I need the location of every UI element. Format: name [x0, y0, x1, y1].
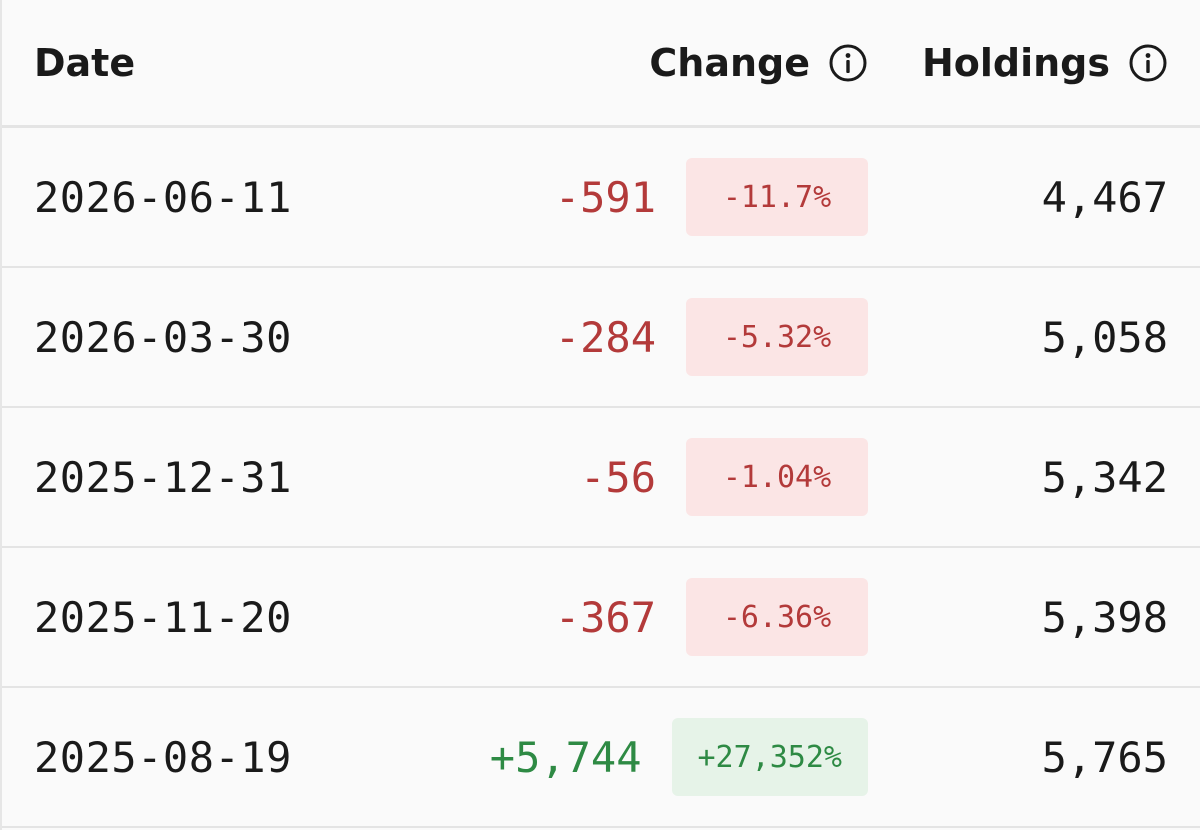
row-date: 2026-06-11 [34, 172, 292, 222]
holdings-column-header: Holdings [868, 41, 1168, 85]
row-holdings: 5,765 [1041, 732, 1168, 782]
holdings-info-icon[interactable] [1128, 43, 1168, 83]
row-date: 2026-03-30 [34, 312, 292, 362]
change-amount: +5,744 [489, 732, 642, 782]
row-change: +5,744 +27,352% [414, 718, 868, 796]
row-change: -56 -1.04% [414, 438, 868, 516]
table-row: 2026-03-30 -284 -5.32% 5,058 [2, 268, 1200, 408]
change-amount: -284 [554, 312, 656, 362]
table-row: 2025-08-19 +5,744 +27,352% 5,765 [2, 688, 1200, 828]
change-percent-badge: +27,352% [671, 718, 868, 796]
change-amount: -591 [554, 172, 656, 222]
row-date: 2025-12-31 [34, 452, 292, 502]
row-holdings: 5,058 [1041, 312, 1168, 362]
row-holdings: 4,467 [1041, 172, 1168, 222]
date-column-header: Date [34, 40, 136, 85]
change-percent-badge: -1.04% [686, 438, 868, 516]
row-date: 2025-11-20 [34, 592, 292, 642]
change-percent-badge: -6.36% [686, 578, 868, 656]
change-column-header: Change [414, 41, 868, 85]
row-holdings: 5,398 [1041, 592, 1168, 642]
row-holdings: 5,342 [1041, 452, 1168, 502]
row-change: -284 -5.32% [414, 298, 868, 376]
row-change: -367 -6.36% [414, 578, 868, 656]
holdings-header-label: Holdings [921, 40, 1110, 85]
table-header: Date Change Holdings [2, 0, 1200, 128]
table-row: 2026-06-11 -591 -11.7% 4,467 [2, 128, 1200, 268]
change-amount: -367 [554, 592, 656, 642]
row-change: -591 -11.7% [414, 158, 868, 236]
change-percent-badge: -11.7% [686, 158, 868, 236]
table-row: 2025-12-31 -56 -1.04% 5,342 [2, 408, 1200, 548]
change-amount: -56 [580, 452, 656, 502]
change-percent-badge: -5.32% [686, 298, 868, 376]
row-date: 2025-08-19 [34, 732, 292, 782]
table-row: 2025-11-20 -367 -6.36% 5,398 [2, 548, 1200, 688]
change-header-label: Change [649, 40, 810, 85]
change-info-icon[interactable] [828, 43, 868, 83]
